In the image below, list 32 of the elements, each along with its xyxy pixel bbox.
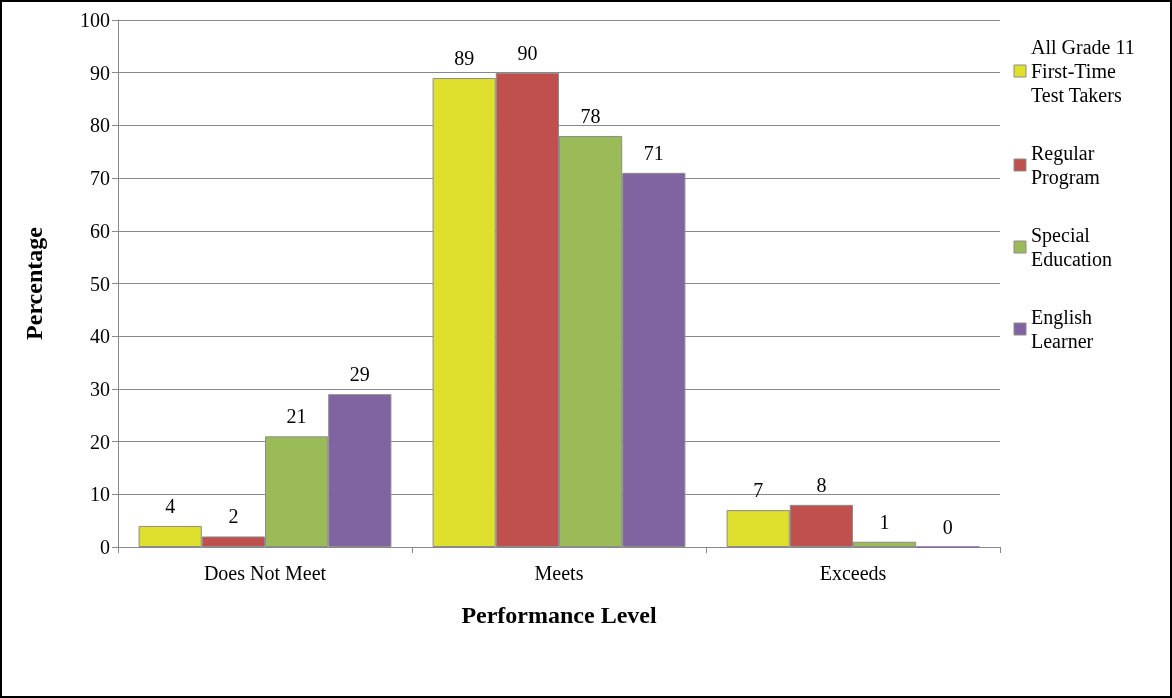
data-label: 4: [165, 494, 176, 517]
legend-label: Regular Program: [1031, 142, 1101, 189]
x-tick-label: Meets: [534, 562, 584, 584]
data-label: 90: [517, 41, 538, 64]
legend-label: All Grade 11 First-Time Test Takers: [1031, 36, 1140, 106]
data-label: 89: [454, 46, 475, 69]
data-label: 1: [879, 510, 890, 533]
data-label: 2: [228, 505, 239, 528]
y-tick-label: 50: [90, 272, 110, 295]
x-tick-label: Exceeds: [819, 562, 887, 584]
y-tick-label: 30: [90, 377, 110, 400]
y-tick-label: 40: [90, 325, 110, 348]
data-label: 0: [942, 515, 953, 538]
data-label: 7: [753, 479, 764, 502]
y-tick-label: 90: [90, 61, 110, 84]
y-tick-label: 0: [100, 536, 110, 558]
y-tick-label: 70: [90, 167, 110, 190]
data-label: 71: [643, 141, 664, 164]
y-tick-label: 80: [90, 114, 110, 137]
data-label: 78: [580, 104, 601, 127]
x-axis-title: Performance Level: [461, 602, 657, 628]
y-tick-label: 10: [90, 483, 110, 506]
y-tick-label: 100: [80, 9, 110, 31]
x-tick-label: Does Not Meet: [203, 562, 327, 584]
y-tick-label: 20: [90, 430, 110, 453]
data-label: 29: [349, 363, 370, 386]
legend-label: English Learner: [1031, 306, 1098, 352]
data-label: 21: [286, 405, 307, 428]
data-label: 8: [816, 473, 827, 496]
legend-label: Special Education: [1031, 224, 1113, 270]
y-axis-title: Percentage: [21, 226, 47, 340]
y-tick-label: 60: [90, 219, 110, 242]
